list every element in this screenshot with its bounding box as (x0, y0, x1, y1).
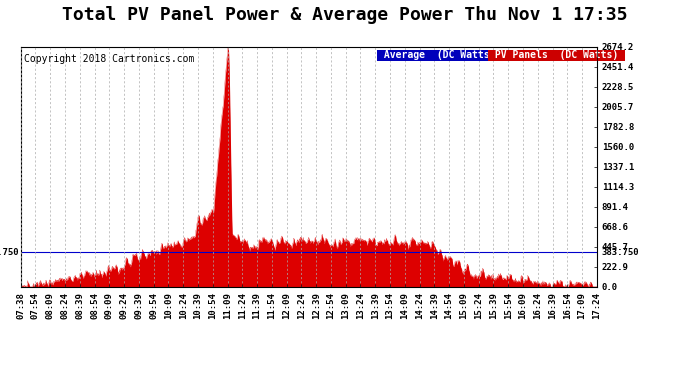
Text: 383.750: 383.750 (0, 248, 19, 257)
Text: Total PV Panel Power & Average Power Thu Nov 1 17:35: Total PV Panel Power & Average Power Thu… (62, 6, 628, 24)
Text: Average  (DC Watts): Average (DC Watts) (378, 51, 502, 60)
Text: Copyright 2018 Cartronics.com: Copyright 2018 Cartronics.com (23, 54, 194, 64)
Text: PV Panels  (DC Watts): PV Panels (DC Watts) (489, 51, 624, 60)
Text: 383.750: 383.750 (601, 248, 639, 257)
